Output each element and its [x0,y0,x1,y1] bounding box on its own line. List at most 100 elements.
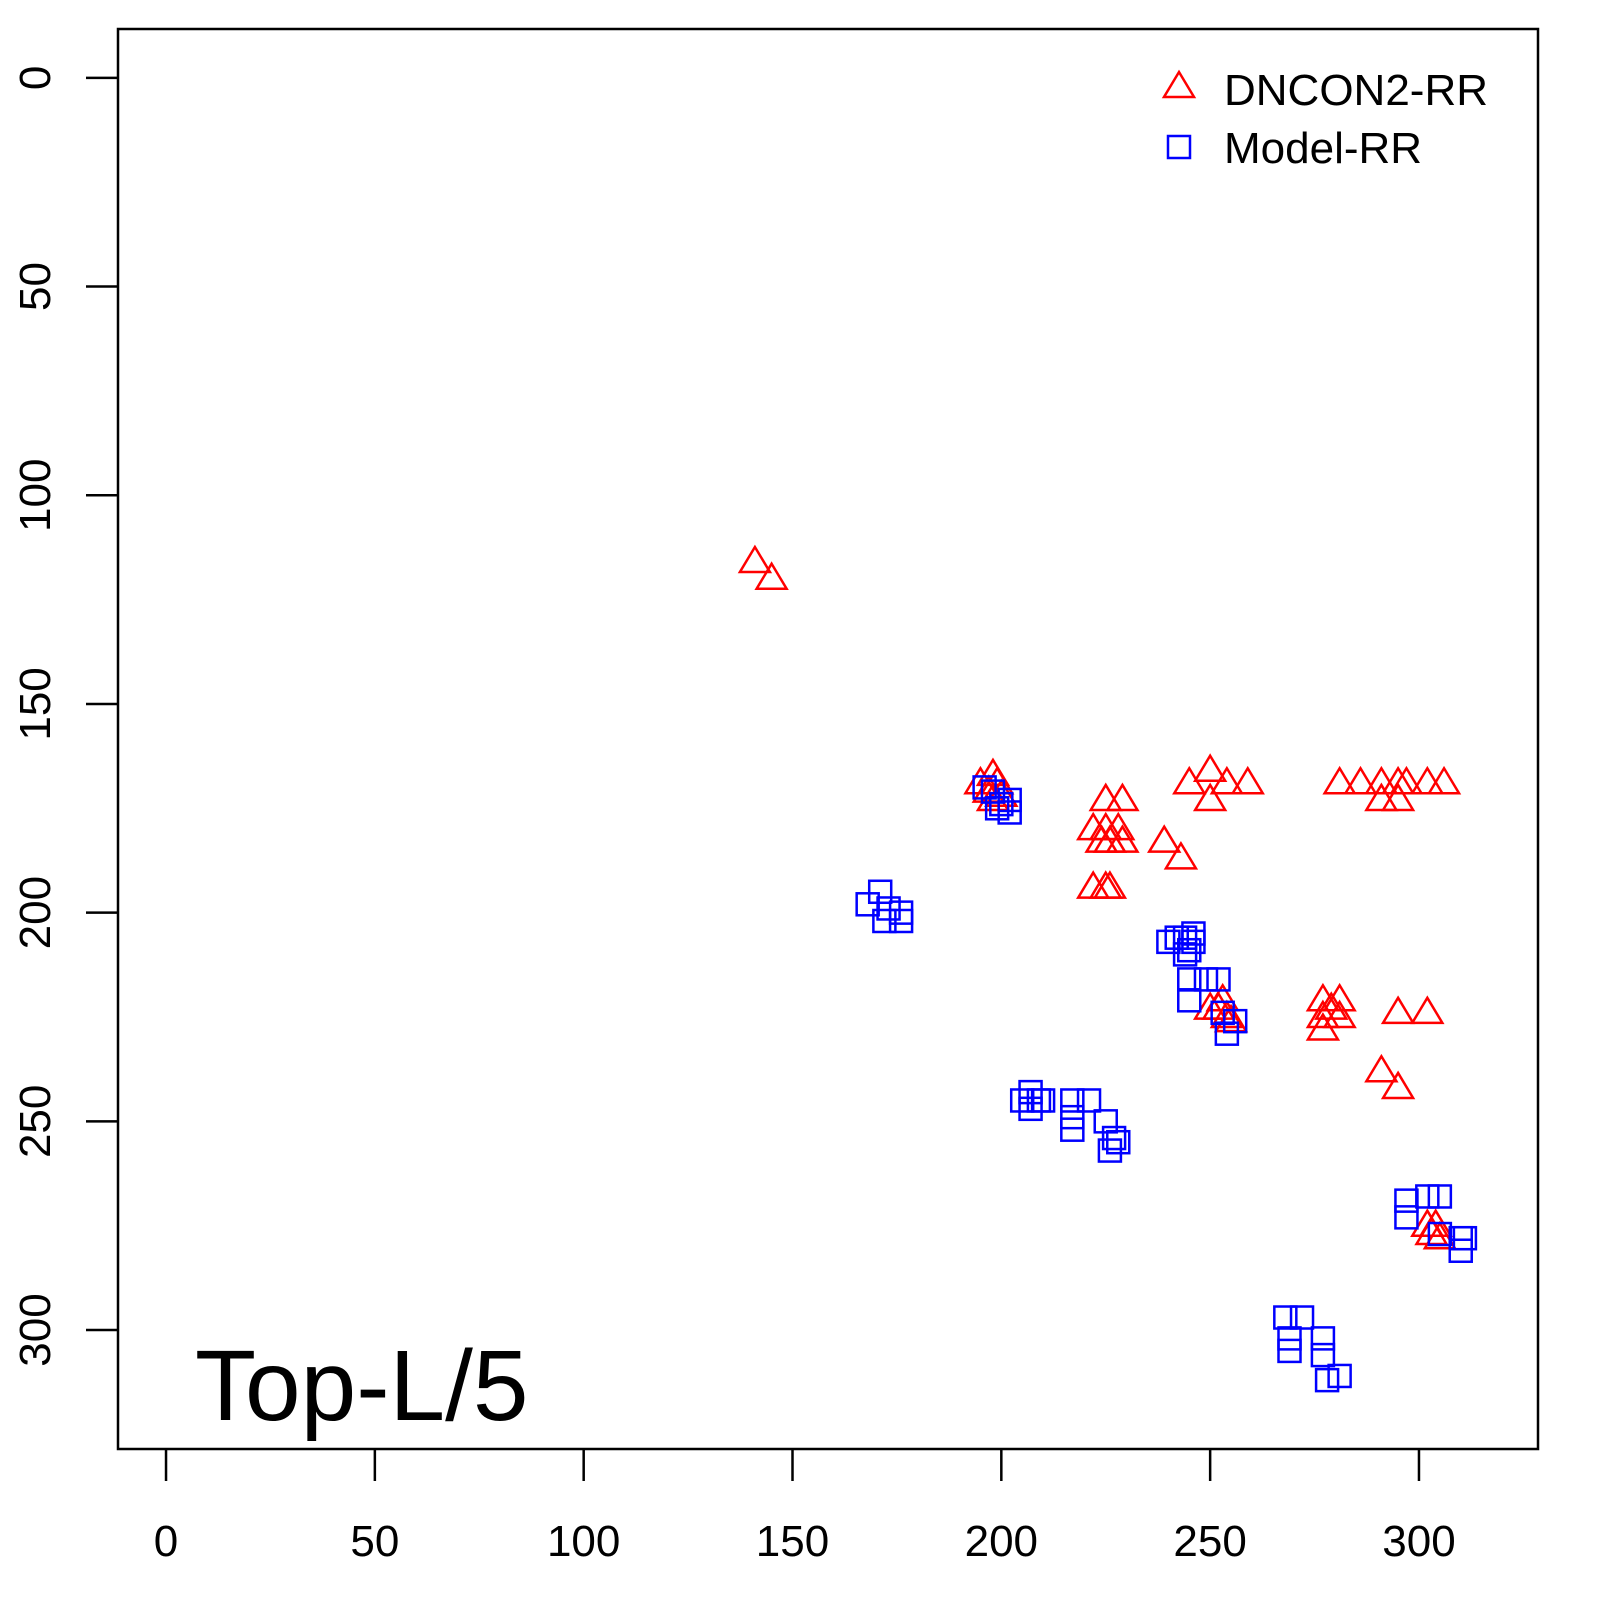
legend-label-model: Model-RR [1224,124,1422,173]
point-model-rr [1101,1125,1127,1151]
point-dncon2-rr [1322,765,1357,795]
x-tick-label: 300 [1382,1517,1455,1566]
point-dncon2-rr [1314,991,1349,1020]
point-model-rr [1177,937,1202,963]
point-dncon2-rr [1364,765,1399,795]
point-dncon2-rr [1192,753,1228,782]
point-model-rr [1310,1342,1336,1368]
point-model-rr [980,779,1006,804]
point-dncon2-rr [1380,782,1416,812]
point-model-rr [1394,1188,1419,1213]
point-model-rr [1177,967,1202,992]
point-dncon2-rr [1380,995,1416,1025]
x-tick-label: 50 [350,1517,399,1566]
x-tick-label: 200 [965,1517,1038,1566]
point-model-rr [1097,1138,1123,1163]
x-axis: 0 50 100 150 200 250 300 [154,1449,1456,1566]
y-tick-label: 50 [11,262,60,311]
point-model-rr [1310,1326,1336,1351]
data-points [737,544,1478,1393]
point-dncon2-rr [1092,870,1128,899]
point-dncon2-rr [1163,840,1199,870]
point-dncon2-rr [1410,765,1445,795]
point-model-rr [1273,1305,1298,1330]
x-tick-label: 100 [547,1517,620,1566]
point-model-rr [1415,1184,1440,1209]
point-dncon2-rr [1389,765,1424,795]
point-dncon2-rr [1364,1053,1399,1083]
y-tick-label: 0 [11,66,60,90]
point-model-rr [1060,1104,1085,1130]
point-dncon2-rr [1426,765,1462,795]
x-tick-label: 250 [1173,1517,1246,1566]
point-model-rr [1018,1096,1043,1122]
point-model-rr [984,796,1010,821]
point-model-rr [997,787,1022,813]
point-model-rr [1327,1363,1352,1389]
y-tick-label: 150 [11,667,60,740]
y-tick-label: 100 [11,459,60,532]
point-model-rr [1030,1088,1056,1113]
point-dncon2-rr [1105,824,1140,853]
point-dncon2-rr [1422,1220,1458,1250]
point-dncon2-rr [1364,782,1399,812]
point-model-rr [1277,1338,1302,1364]
point-model-rr [1448,1238,1473,1263]
point-dncon2-rr [1230,765,1265,795]
point-dncon2-rr [754,561,789,590]
point-model-rr [997,800,1022,825]
point-dncon2-rr [1322,982,1357,1012]
point-model-rr [1214,1021,1240,1046]
point-model-rr [1452,1225,1478,1251]
legend-triangle-icon [1161,69,1197,99]
point-dncon2-rr [1305,982,1341,1012]
point-model-rr [1206,967,1231,992]
point-dncon2-rr [1105,782,1140,812]
point-model-rr [1177,988,1202,1013]
point-model-rr [1106,1129,1131,1155]
x-tick-label: 150 [756,1517,829,1566]
point-dncon2-rr [1410,995,1445,1025]
point-dncon2-rr [737,544,773,574]
point-model-rr [1277,1326,1302,1351]
point-model-rr [1060,1088,1085,1113]
point-dncon2-rr [1101,811,1136,841]
point-dncon2-rr [1380,1070,1416,1100]
point-model-rr [1222,1008,1248,1034]
panel-annotation: Top-L/5 [195,1330,529,1442]
point-model-rr [867,879,893,905]
y-tick-label: 300 [11,1293,60,1366]
point-model-rr [1289,1305,1315,1330]
legend-square-icon [1166,134,1192,160]
point-model-rr [855,892,880,917]
point-model-rr [1009,1088,1035,1113]
y-axis: 0 50 100 150 200 250 300 [11,66,118,1367]
point-model-rr [1076,1088,1102,1113]
point-dncon2-rr [1305,999,1341,1029]
point-dncon2-rr [1088,782,1123,812]
point-model-rr [1193,967,1219,992]
x-tick-label: 0 [154,1517,178,1566]
point-model-rr [1172,925,1198,950]
point-dncon2-rr [1322,999,1357,1029]
legend: DNCON2-RR Model-RR [1161,66,1488,173]
point-dncon2-rr [1146,824,1182,853]
point-model-rr [1427,1184,1453,1209]
point-model-rr [1394,1205,1419,1230]
point-model-rr [876,896,901,921]
point-model-rr [1018,1079,1043,1105]
point-model-rr [972,775,997,800]
point-dncon2-rr [1172,765,1207,795]
legend-label-dncon2: DNCON2-RR [1224,66,1488,115]
point-model-rr [1093,1109,1118,1134]
point-model-rr [989,791,1014,817]
point-model-rr [1314,1367,1340,1393]
plot-frame [116,27,1540,1451]
point-model-rr [1172,942,1198,967]
point-dncon2-rr [1209,765,1245,795]
y-tick-label: 200 [11,876,60,949]
point-dncon2-rr [1192,782,1228,812]
y-tick-label: 250 [11,1085,60,1158]
point-model-rr [888,908,914,934]
